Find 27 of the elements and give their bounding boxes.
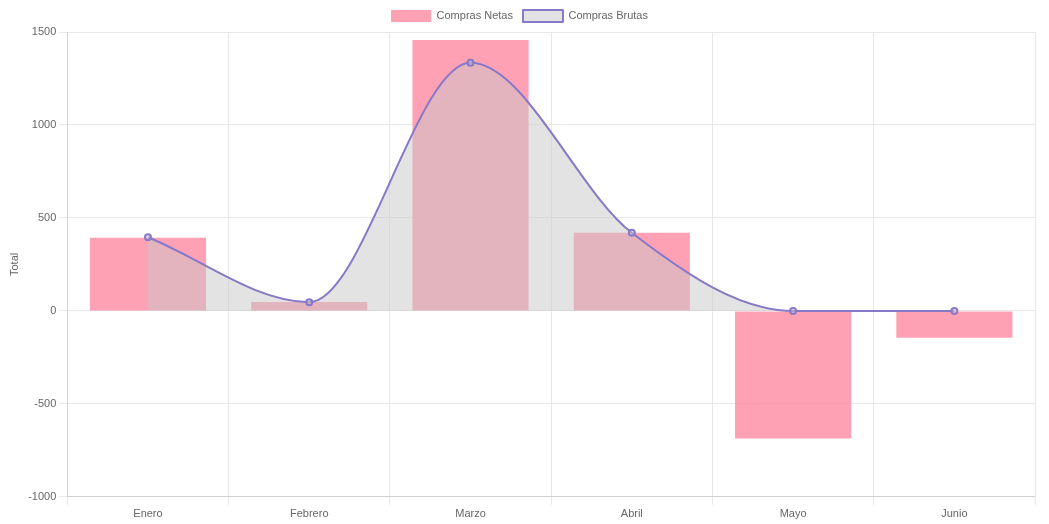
point [466, 58, 475, 67]
x-tick-label: Marzo [455, 507, 486, 520]
legend-label: Compras Brutas [568, 9, 649, 22]
y-tick-label: 0 [50, 303, 57, 316]
legend-label: Compras Netas [436, 9, 514, 22]
point [627, 228, 636, 237]
y-tick-label: 1500 [31, 25, 57, 38]
bar [896, 311, 1013, 338]
point [789, 306, 798, 315]
x-tick-label: Febrero [289, 507, 329, 520]
bar [735, 311, 852, 439]
point [950, 306, 959, 315]
bar [89, 237, 207, 311]
bar [573, 232, 690, 311]
y-axis-title: Total [7, 252, 20, 277]
y-tick-label: 1000 [31, 117, 57, 130]
x-tick-label: Abril [620, 507, 643, 520]
bar [412, 39, 529, 311]
y-tick-label: -500 [34, 396, 57, 409]
bar [251, 301, 368, 311]
x-tick-label: Junio [941, 507, 968, 520]
y-tick-label: -1000 [28, 489, 57, 502]
x-tick-label: Enero [133, 507, 163, 520]
x-tick-label: Mayo [779, 507, 807, 520]
y-tick-label: 500 [37, 210, 57, 223]
point [143, 233, 152, 242]
point [305, 298, 314, 307]
